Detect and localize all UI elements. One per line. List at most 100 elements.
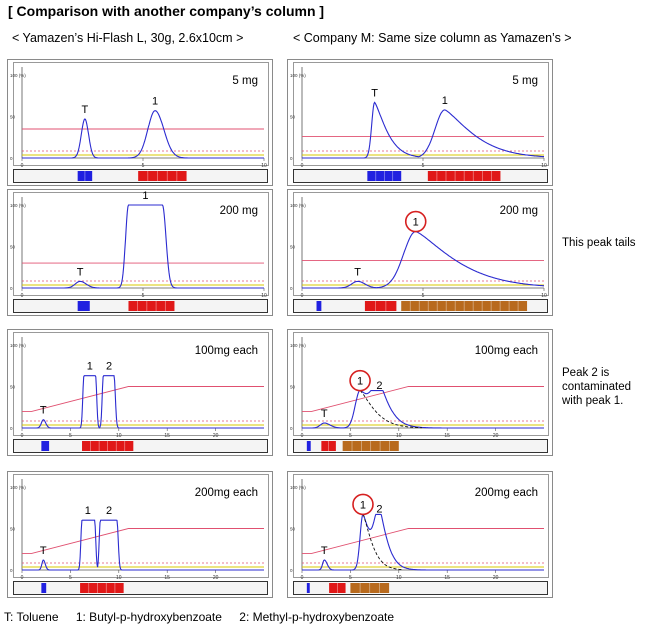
fraction-collection-bar (293, 299, 548, 313)
fraction-blue (77, 301, 90, 311)
plot-frame (13, 192, 269, 296)
y-tick-label: 0 (290, 568, 293, 573)
fraction-collection-bar (13, 169, 268, 183)
fraction-collection-bar (13, 581, 268, 595)
fraction-red (128, 301, 175, 311)
fraction-collection-bar (13, 439, 268, 453)
peak-label-2: 2 (376, 504, 382, 516)
x-tick-label: 5 (142, 163, 145, 169)
x-tick-label: 5 (349, 575, 352, 581)
y-tick-label: 0 (10, 426, 13, 431)
peak-label-1: 1 (442, 95, 448, 107)
peak-label-1: 1 (360, 499, 366, 511)
plot-frame (13, 332, 269, 436)
chromatogram-trace (302, 390, 544, 429)
x-tick-label: 10 (261, 293, 267, 299)
compound-legend: T: Toluene 1: Butyl-p-hydroxybenzoate 2:… (4, 610, 408, 624)
fraction-svg (77, 171, 187, 181)
x-tick-label: 15 (164, 575, 170, 581)
chromatogram-panel-l3: 0 5 10 15 20 100 (%) 50 0 T 1 2 100mg each (7, 329, 273, 456)
fraction-blue (306, 583, 310, 593)
x-tick-label: 5 (142, 293, 145, 299)
y-tick-label: 100 (%) (290, 203, 306, 208)
x-tick-label: 10 (116, 433, 122, 439)
chromatogram-trace (302, 231, 544, 289)
company-m-column-header: < Company M: Same size column as Yamazen… (293, 31, 572, 45)
peak-label-1: 1 (85, 505, 91, 517)
x-tick-label: 0 (301, 163, 304, 169)
x-tick-label: 10 (541, 163, 547, 169)
x-tick-label: 0 (21, 163, 24, 169)
chromatogram-panel-r2: 0 5 10 100 (%) 50 0 T 1 200 mg (287, 189, 553, 316)
legend-toluene: T: Toluene (4, 610, 59, 624)
y-tick-label: 0 (290, 426, 293, 431)
figure-title: [ Comparison with another company’s colu… (8, 3, 325, 19)
peak-1-tail-dashed (359, 390, 422, 429)
x-tick-label: 20 (493, 575, 499, 581)
chromatogram-panel-l1: 0 5 10 100 (%) 50 0 T 1 5 mg (7, 59, 273, 186)
yamazen-column-header: < Yamazen’s Hi-Flash L, 30g, 2.6x10cm > (12, 31, 244, 45)
x-tick-label: 10 (261, 163, 267, 169)
x-tick-label: 0 (21, 575, 24, 581)
x-tick-label: 5 (349, 433, 352, 439)
y-tick-label: 0 (10, 156, 13, 161)
load-label: 5 mg (232, 75, 258, 87)
y-tick-label: 0 (10, 286, 13, 291)
fraction-svg (77, 301, 175, 311)
fraction-blue (41, 583, 47, 593)
gradient-line (22, 386, 264, 412)
y-tick-label: 100 (%) (290, 343, 306, 348)
fraction-svg (306, 441, 399, 451)
chromatogram-svg: 0 5 10 100 (%) 50 0 T 1 5 mg (290, 67, 547, 169)
load-label: 200 mg (220, 205, 258, 217)
chromatogram-panel-r1: 0 5 10 100 (%) 50 0 T 1 5 mg (287, 59, 553, 186)
chromatogram-svg: 0 5 10 15 20 100 (%) 50 0 T 1 2 200mg each (290, 479, 544, 581)
load-label: 200mg each (195, 487, 258, 499)
y-tick-label: 50 (290, 527, 296, 532)
plot-frame (13, 62, 269, 166)
y-tick-label: 50 (290, 385, 296, 390)
fraction-svg (306, 583, 390, 593)
x-tick-label: 0 (21, 293, 24, 299)
y-tick-label: 50 (290, 245, 296, 250)
chromatogram-svg: 0 5 10 100 (%) 50 0 T 1 200 mg (10, 190, 267, 299)
plot-frame (293, 474, 549, 578)
load-label: 100mg each (195, 345, 258, 357)
y-tick-label: 100 (%) (290, 73, 306, 78)
x-tick-label: 20 (213, 575, 219, 581)
plot-frame (293, 62, 549, 166)
fraction-red (138, 171, 187, 181)
gradient-line (302, 386, 544, 412)
fraction-red (364, 301, 397, 311)
chromatogram-panel-r3: 0 5 10 15 20 100 (%) 50 0 T 1 2 100mg each (287, 329, 553, 456)
peak-label-t: T (77, 266, 84, 278)
load-label: 5 mg (512, 75, 538, 87)
fraction-svg (41, 583, 124, 593)
chromatogram-panel-l2: 0 5 10 100 (%) 50 0 T 1 200 mg (7, 189, 273, 316)
y-tick-label: 50 (10, 115, 16, 120)
peak-label-t: T (371, 87, 378, 99)
y-tick-label: 100 (%) (290, 485, 306, 490)
y-tick-label: 50 (10, 245, 16, 250)
chromatogram-trace (302, 101, 544, 159)
y-tick-label: 0 (290, 286, 293, 291)
chromatogram-trace (22, 519, 264, 571)
chromatogram-trace (22, 204, 264, 289)
fraction-blue (306, 441, 311, 451)
peak-label-t: T (82, 104, 89, 116)
x-tick-label: 10 (541, 293, 547, 299)
x-tick-label: 10 (396, 575, 402, 581)
y-tick-label: 0 (10, 568, 13, 573)
peak-label-2: 2 (376, 380, 382, 392)
fraction-red (80, 583, 124, 593)
peak-label-t: T (40, 405, 47, 417)
x-tick-label: 15 (444, 433, 450, 439)
plot-frame (13, 474, 269, 578)
gradient-line (302, 528, 544, 554)
peak-label-t: T (321, 545, 328, 557)
x-tick-label: 15 (164, 433, 170, 439)
peak-label-t: T (354, 266, 361, 278)
chromatogram-panel-l4: 0 5 10 15 20 100 (%) 50 0 T 1 2 200mg each (7, 471, 273, 598)
x-tick-label: 20 (493, 433, 499, 439)
legend-butyl-paraben: 1: Butyl-p-hydroxybenzoate (75, 610, 222, 624)
